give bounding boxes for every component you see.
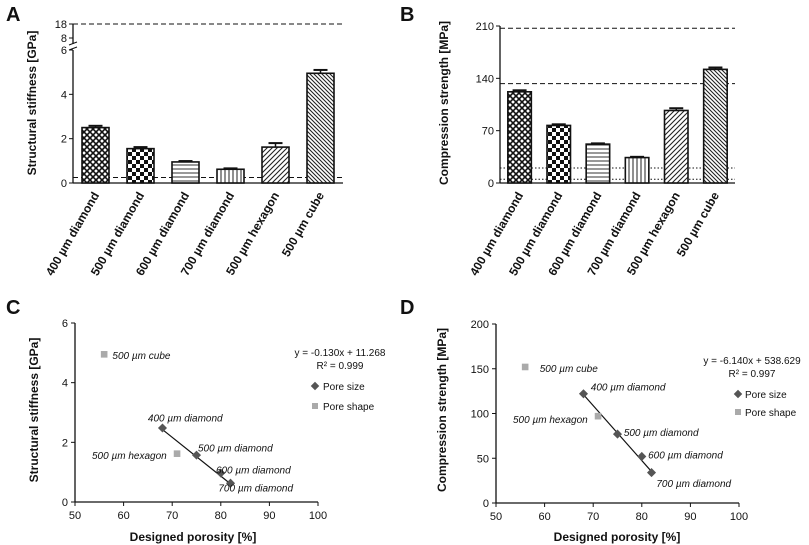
panel-d-x-tick-label: 100 [730,511,748,523]
panel-c-x-tick-label: 100 [309,510,327,522]
panel-c-point-pore-size [191,450,202,460]
panel-a-y-tick-label: 0 [61,178,67,190]
panel-c-x-tick-label: 50 [69,510,81,522]
panel-d-point-pore-size [646,468,657,478]
panel-c-legend: Pore size Pore shape [310,381,375,413]
legend-pore-size-marker [310,381,320,391]
panel-d-y-tick-label: 150 [471,364,489,376]
panel-d-equation: y = -6.140x + 538.629 [703,356,801,367]
panel-d-annotation-500-m-hexagon: 500 µm hexagon [513,415,588,426]
panel-d-x-tick-label: 50 [490,511,502,523]
panel-d-annotation-700-m-diamond: 700 µm diamond [656,479,731,490]
panel-c-point-pore-shape [173,450,181,457]
panel-d-point-pore-size [578,389,589,399]
panel-c-y-tick-label: 6 [62,318,68,330]
panel-c-x-tick-label: 70 [166,510,178,522]
panel-d-x-tick-label: 70 [587,511,599,523]
panel-a-y-tick-label: 2 [61,134,67,146]
legend-pore-shape-label: Pore shape [323,402,375,413]
panel-a-bar-500-m-diamond [126,147,155,184]
panel-c-annotation-600-m-diamond: 600 µm diamond [216,466,291,477]
panel-b-bar-400-m-diamond [507,90,533,184]
panel-d-point-pore-shape [594,412,602,420]
panel-c-x-tick-label: 60 [117,510,129,522]
panel-c-r2: R² = 0.999 [317,361,364,372]
panel-a-y-tick-label: 4 [61,89,67,101]
panel-d-point-pore-size [637,451,647,461]
panel-d-y-tick-label: 100 [471,409,489,421]
panel-c-equation: y = -0.130x + 11.268 [295,348,386,359]
panel-d-x-tick-label: 90 [684,511,696,523]
panel-b-y-tick-label: 70 [482,126,494,138]
panel-d-y-tick-label: 0 [483,498,489,510]
panel-c-annotation-700-m-diamond: 700 µm diamond [218,484,293,495]
panel-a-y-tick-label: 8 [61,33,67,45]
panel-a-bar-500-m-hexagon [261,146,290,184]
panel-a-bar-600-m-diamond [171,161,200,184]
panel-d-annotation-500-m-diamond: 500 µm diamond [624,428,699,439]
panel-label-d: D [400,297,414,319]
panel-a-y-tick-label: 6 [61,45,67,57]
panel-d-y-tick-label: 200 [471,319,489,331]
panel-d-point-pore-shape [521,363,529,371]
legend-pore-shape-marker [312,403,318,409]
panel-c-x-axis-title: Designed porosity [%] [130,530,257,544]
panel-d-annotation-600-m-diamond: 600 µm diamond [648,451,723,462]
panel-c-point-pore-size [157,423,168,433]
panel-a-y-tick-label: 18 [55,19,67,31]
panel-b-bar-500-m-cube [702,68,728,184]
panel-b-y-tick-label: 0 [488,178,494,190]
panel-d-r2: R² = 0.997 [729,369,776,380]
legend-pore-size-label: Pore size [745,390,787,401]
panel-b-y-tick-label: 140 [476,73,494,85]
panel-d-y-axis-title: Compression strength [MPa] [435,328,449,492]
panel-d-x-axis-title: Designed porosity [%] [554,530,681,544]
legend-pore-shape-marker [735,409,741,415]
panel-a-axis-break-mark [68,41,78,46]
panel-c-chart: 50 60 70 80 90 100 0 2 4 6 500 µm cube 400 µm diamo… [62,318,327,522]
panel-c-annotation-500-m-hexagon: 500 µm hexagon [92,451,167,462]
panel-label-b: B [400,4,414,26]
panel-b-y-tick-label: 210 [476,21,494,33]
panel-d-annotation-500-m-cube: 500 µm cube [540,364,598,375]
panel-b-bar-700-m-diamond [624,156,650,184]
legend-pore-size-marker [733,389,743,399]
panel-b-bar-500-m-diamond [546,124,572,184]
panel-d-x-tick-label: 60 [538,511,550,523]
panel-label-c: C [6,297,20,319]
panel-d-legend: Pore size Pore shape [733,389,797,419]
legend-pore-size-label: Pore size [323,382,365,393]
panel-b-bar-600-m-diamond [585,143,611,184]
panel-a-x-tick-label: 500 µm cube [279,189,327,259]
panel-b-y-axis-title: Compression strength [MPa] [437,21,451,185]
panel-a-bar-500-m-cube [306,72,335,184]
panel-c-annotation-500-m-cube: 500 µm cube [112,351,170,362]
panel-d-y-tick-label: 50 [477,453,489,465]
panel-c-x-tick-label: 90 [263,510,275,522]
panel-b-bar-500-m-hexagon [663,109,689,184]
panel-a-y-axis-title: Structural stiffness [GPa] [25,31,39,176]
panel-c-y-tick-label: 2 [62,437,68,449]
panel-c-point-pore-size [225,478,236,488]
panel-label-a: A [6,4,20,26]
panel-c-x-tick-label: 80 [215,510,227,522]
panel-d-point-pore-size [612,429,623,439]
panel-c-annotation-500-m-diamond: 500 µm diamond [198,443,273,454]
panel-b-x-tick-label: 500 µm cube [674,189,722,259]
panel-a-bar-700-m-diamond [216,168,245,184]
panel-c-y-tick-label: 0 [62,497,68,509]
panel-d-annotation-400-m-diamond: 400 µm diamond [591,383,666,394]
panel-d-x-tick-label: 80 [636,511,648,523]
legend-pore-shape-label: Pore shape [745,408,797,419]
panel-c-y-axis-title: Structural stiffness [GPa] [27,338,41,483]
panel-c-annotation-400-m-diamond: 400 µm diamond [148,413,223,424]
panel-a-bar-400-m-diamond [81,126,110,184]
panel-c-point-pore-shape [100,351,108,358]
panel-c-point-pore-size [216,468,226,478]
panel-c-y-tick-label: 4 [62,378,68,390]
